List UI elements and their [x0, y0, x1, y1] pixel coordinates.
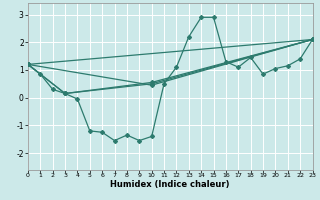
X-axis label: Humidex (Indice chaleur): Humidex (Indice chaleur) — [110, 180, 230, 189]
